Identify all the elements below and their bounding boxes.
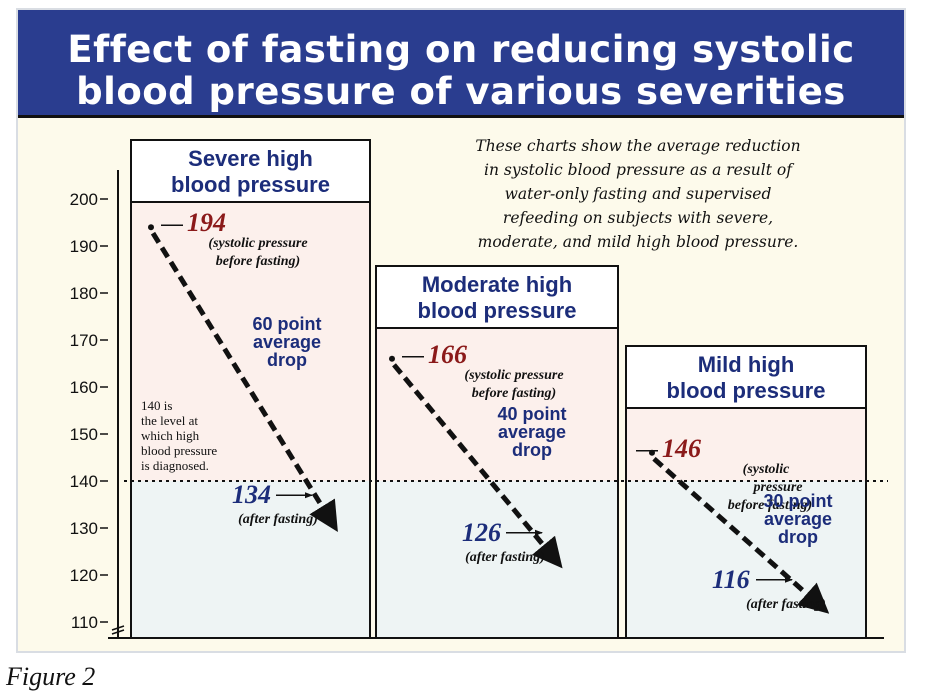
description-line: refeeding on subjects with severe, xyxy=(502,209,774,227)
axis-break-icon xyxy=(111,625,125,635)
drop-label-line: average xyxy=(498,422,566,442)
drop-arrow xyxy=(150,231,338,532)
y-tick-label: 180 xyxy=(70,284,98,303)
after-value: 134 xyxy=(232,480,271,509)
before-value: 194 xyxy=(187,208,226,237)
before-value: 146 xyxy=(662,434,701,463)
y-tick-label: 130 xyxy=(70,519,98,538)
drop-arrow xyxy=(652,456,830,614)
chart-description: These charts show the average reduction … xyxy=(384,134,892,254)
bar-title-line: Moderate high xyxy=(422,272,572,297)
chart-title-line-2: blood pressure of various severities xyxy=(76,70,846,113)
bar-header xyxy=(131,140,370,202)
figure-frame xyxy=(16,8,906,653)
threshold-label-line: the level at xyxy=(141,413,198,428)
threshold-label-line: which high xyxy=(141,428,200,443)
description-line: water-only fasting and supervised xyxy=(504,185,772,203)
after-note: (after fasting) xyxy=(746,597,826,612)
drop-label-line: 40 point xyxy=(497,404,566,424)
description-line: These charts show the average reduction xyxy=(475,137,801,155)
chart-title-line-1: Effect of fasting on reducing systolic xyxy=(67,28,855,71)
bar-below-threshold xyxy=(376,481,618,638)
drop-label-line: drop xyxy=(512,440,552,460)
title-banner: Effect of fasting on reducing systolic b… xyxy=(18,10,904,118)
threshold-label-line: 140 is xyxy=(141,398,172,413)
before-point xyxy=(389,355,395,362)
bar-above-threshold xyxy=(131,202,370,481)
drop-label-line: average xyxy=(764,509,832,529)
after-note: (after fasting) xyxy=(238,512,318,527)
y-tick-label: 200 xyxy=(70,190,98,209)
figure-caption: Figure 2 xyxy=(6,662,96,691)
y-tick-label: 190 xyxy=(70,237,98,256)
description-line: in systolic blood pressure as a result o… xyxy=(484,161,792,179)
before-value: 166 xyxy=(428,340,467,369)
bar-above-threshold xyxy=(376,328,618,481)
after-value: 116 xyxy=(712,565,750,594)
drop-label-line: average xyxy=(253,332,321,352)
threshold-label-line: blood pressure xyxy=(141,443,217,458)
drop-label-line: drop xyxy=(778,527,818,547)
bar-title-line: blood pressure xyxy=(171,172,330,197)
before-note-line: before fasting) xyxy=(728,498,812,513)
before-note-line: (systolic pressure xyxy=(464,368,563,383)
drop-arrow xyxy=(392,363,563,569)
after-note: (after fasting) xyxy=(465,550,545,565)
threshold-label-line: is diagnosed. xyxy=(141,458,209,473)
drop-label-line: 30 point xyxy=(763,491,832,511)
y-tick-label: 150 xyxy=(70,425,98,444)
y-tick-label: 140 xyxy=(70,472,98,491)
before-point xyxy=(148,224,154,231)
bar-title-line: blood pressure xyxy=(667,378,826,403)
after-value: 126 xyxy=(462,518,501,547)
description-line: moderate, and mild high blood pressure. xyxy=(477,233,799,251)
y-tick-label: 110 xyxy=(71,613,98,632)
bar-header xyxy=(626,346,866,408)
bar-title-line: Severe high xyxy=(188,146,313,171)
drop-label-line: drop xyxy=(267,350,307,370)
y-tick-label: 170 xyxy=(70,331,98,350)
before-note-line: (systolic xyxy=(743,462,790,477)
before-note-line: before fasting) xyxy=(472,386,556,401)
bar-title-line: Mild high xyxy=(698,352,795,377)
bar-title-line: blood pressure xyxy=(418,298,577,323)
bar-header xyxy=(376,266,618,328)
before-note-line: before fasting) xyxy=(216,254,300,269)
before-note-line: (systolic pressure xyxy=(208,236,307,251)
drop-label-line: 60 point xyxy=(252,314,321,334)
before-note-line: pressure xyxy=(752,480,802,495)
bar-above-threshold xyxy=(626,408,866,481)
y-tick-label: 120 xyxy=(70,566,98,585)
y-tick-label: 160 xyxy=(70,378,98,397)
